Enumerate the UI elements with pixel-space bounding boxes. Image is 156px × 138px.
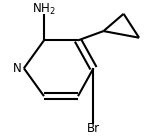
Text: NH$_2$: NH$_2$ <box>32 2 56 17</box>
Text: Br: Br <box>87 122 100 135</box>
Text: N: N <box>12 62 21 75</box>
